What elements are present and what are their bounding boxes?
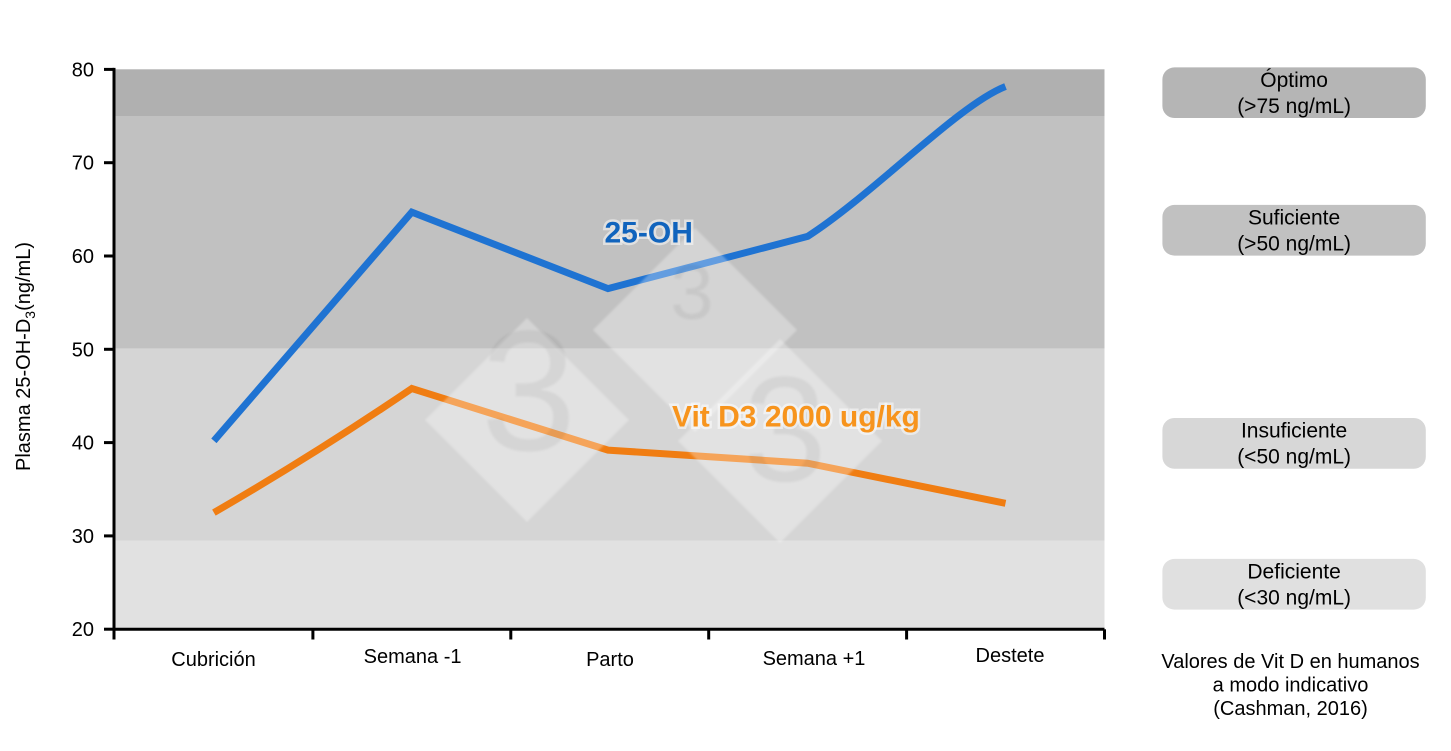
svg-text:70: 70: [72, 153, 94, 175]
svg-text:Semana -1: Semana -1: [364, 646, 462, 668]
svg-text:Destete: Destete: [976, 645, 1045, 667]
svg-text:(Cashman, 2016): (Cashman, 2016): [1213, 698, 1368, 720]
svg-text:(>75 ng/mL): (>75 ng/mL): [1237, 95, 1351, 118]
svg-text:Óptimo: Óptimo: [1260, 69, 1328, 92]
svg-text:Suficiente: Suficiente: [1248, 207, 1340, 230]
svg-text:(<50 ng/mL): (<50 ng/mL): [1237, 446, 1351, 469]
svg-text:a modo indicativo: a modo indicativo: [1213, 675, 1369, 697]
svg-text:(>50 ng/mL): (>50 ng/mL): [1237, 233, 1351, 256]
svg-text:Plasma 25-OH-D3(ng/mL): Plasma 25-OH-D3(ng/mL): [13, 242, 38, 471]
svg-text:20: 20: [72, 619, 94, 641]
svg-text:25-OH: 25-OH: [605, 217, 693, 250]
svg-text:Deficiente: Deficiente: [1247, 561, 1340, 584]
svg-text:60: 60: [72, 246, 94, 268]
svg-text:3: 3: [670, 248, 713, 336]
svg-text:Cubrición: Cubrición: [171, 649, 255, 671]
svg-text:Valores de Vit D en humanos: Valores de Vit D en humanos: [1161, 651, 1419, 673]
svg-text:3: 3: [481, 295, 577, 487]
svg-text:3: 3: [743, 345, 826, 513]
svg-text:50: 50: [72, 339, 94, 361]
svg-text:(<30 ng/mL): (<30 ng/mL): [1237, 587, 1351, 610]
svg-text:Vit D3 2000 ug/kg: Vit D3 2000 ug/kg: [672, 401, 920, 434]
svg-text:30: 30: [72, 526, 94, 548]
svg-text:Semana +1: Semana +1: [763, 648, 866, 670]
svg-text:Parto: Parto: [586, 649, 634, 671]
svg-text:40: 40: [72, 433, 94, 455]
svg-text:Insuficiente: Insuficiente: [1241, 420, 1347, 443]
svg-text:80: 80: [72, 59, 94, 81]
